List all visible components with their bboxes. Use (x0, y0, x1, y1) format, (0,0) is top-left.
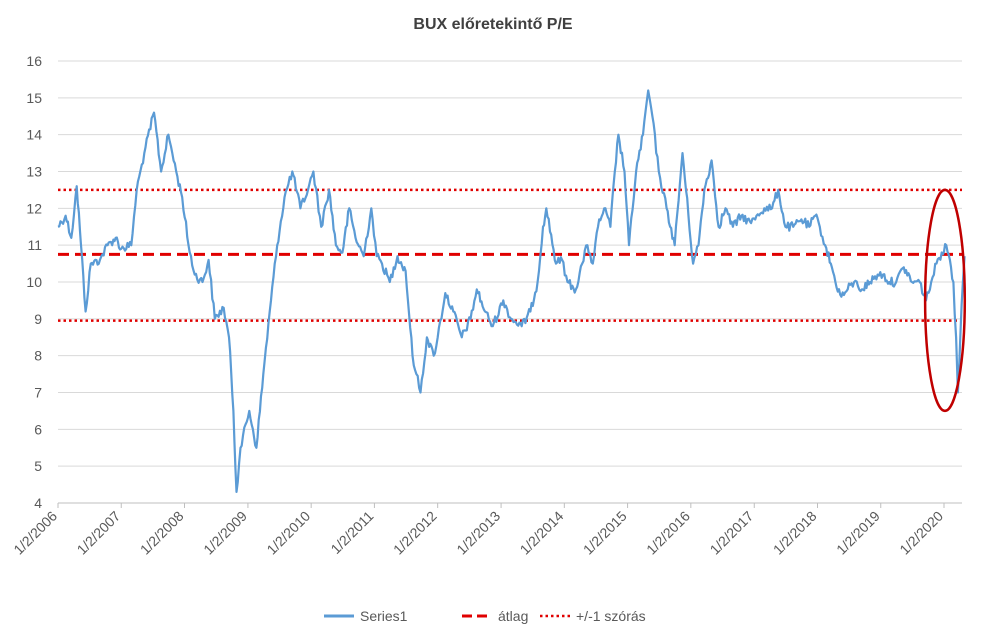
y-tick-label: 8 (34, 348, 42, 364)
legend: Series1 átlag +/-1 szórás (324, 608, 646, 624)
reference-lines (58, 188, 962, 322)
y-tick-label: 9 (34, 311, 42, 327)
y-tick-label: 7 (34, 385, 42, 401)
x-tick-label: 1/2/2011 (327, 508, 376, 557)
x-tick-label: 1/2/2009 (200, 508, 250, 558)
x-tick-label: 1/2/2006 (10, 508, 60, 558)
x-tick-label: 1/2/2012 (390, 508, 440, 558)
legend-label: Series1 (360, 608, 408, 624)
y-tick-label: 15 (26, 90, 42, 106)
x-tick-label: 1/2/2016 (643, 508, 693, 558)
y-tick-label: 16 (26, 53, 42, 69)
y-tick-label: 10 (26, 274, 42, 290)
x-tick-label: 1/2/2018 (770, 508, 820, 558)
x-tick-label: 1/2/2008 (137, 508, 187, 558)
y-tick-label: 14 (26, 127, 42, 143)
chart-title: BUX előretekintő P/E (413, 16, 572, 33)
y-tick-label: 12 (26, 200, 42, 216)
legend-label: +/-1 szórás (576, 608, 646, 624)
y-tick-label: 11 (27, 237, 42, 253)
annotations (923, 188, 967, 413)
series-line-series1 (57, 89, 966, 493)
legend-label: átlag (498, 608, 528, 624)
x-tick-label: 1/2/2019 (833, 508, 883, 558)
x-tick-label: 1/2/2010 (263, 508, 313, 558)
gridlines (58, 60, 962, 504)
axes: 4 5 6 7 8 9 10 11 12 13 14 15 16 1/2/2006 1/2/2007 1/2/… (10, 53, 962, 558)
x-tick-label: 1/2/2015 (580, 508, 630, 558)
x-tick-label: 1/2/2014 (517, 508, 567, 558)
x-tick-label: 1/2/2013 (453, 508, 503, 558)
y-tick-label: 6 (34, 421, 42, 437)
x-tick-label: 1/2/2020 (896, 508, 946, 558)
y-tick-label: 4 (34, 495, 42, 511)
x-tick-label: 1/2/2007 (74, 508, 124, 558)
series-layer (57, 89, 966, 493)
y-tick-label: 13 (26, 164, 42, 180)
y-tick-label: 5 (34, 458, 42, 474)
x-tick-label: 1/2/2017 (707, 508, 757, 558)
highlight-ellipse (923, 188, 967, 413)
